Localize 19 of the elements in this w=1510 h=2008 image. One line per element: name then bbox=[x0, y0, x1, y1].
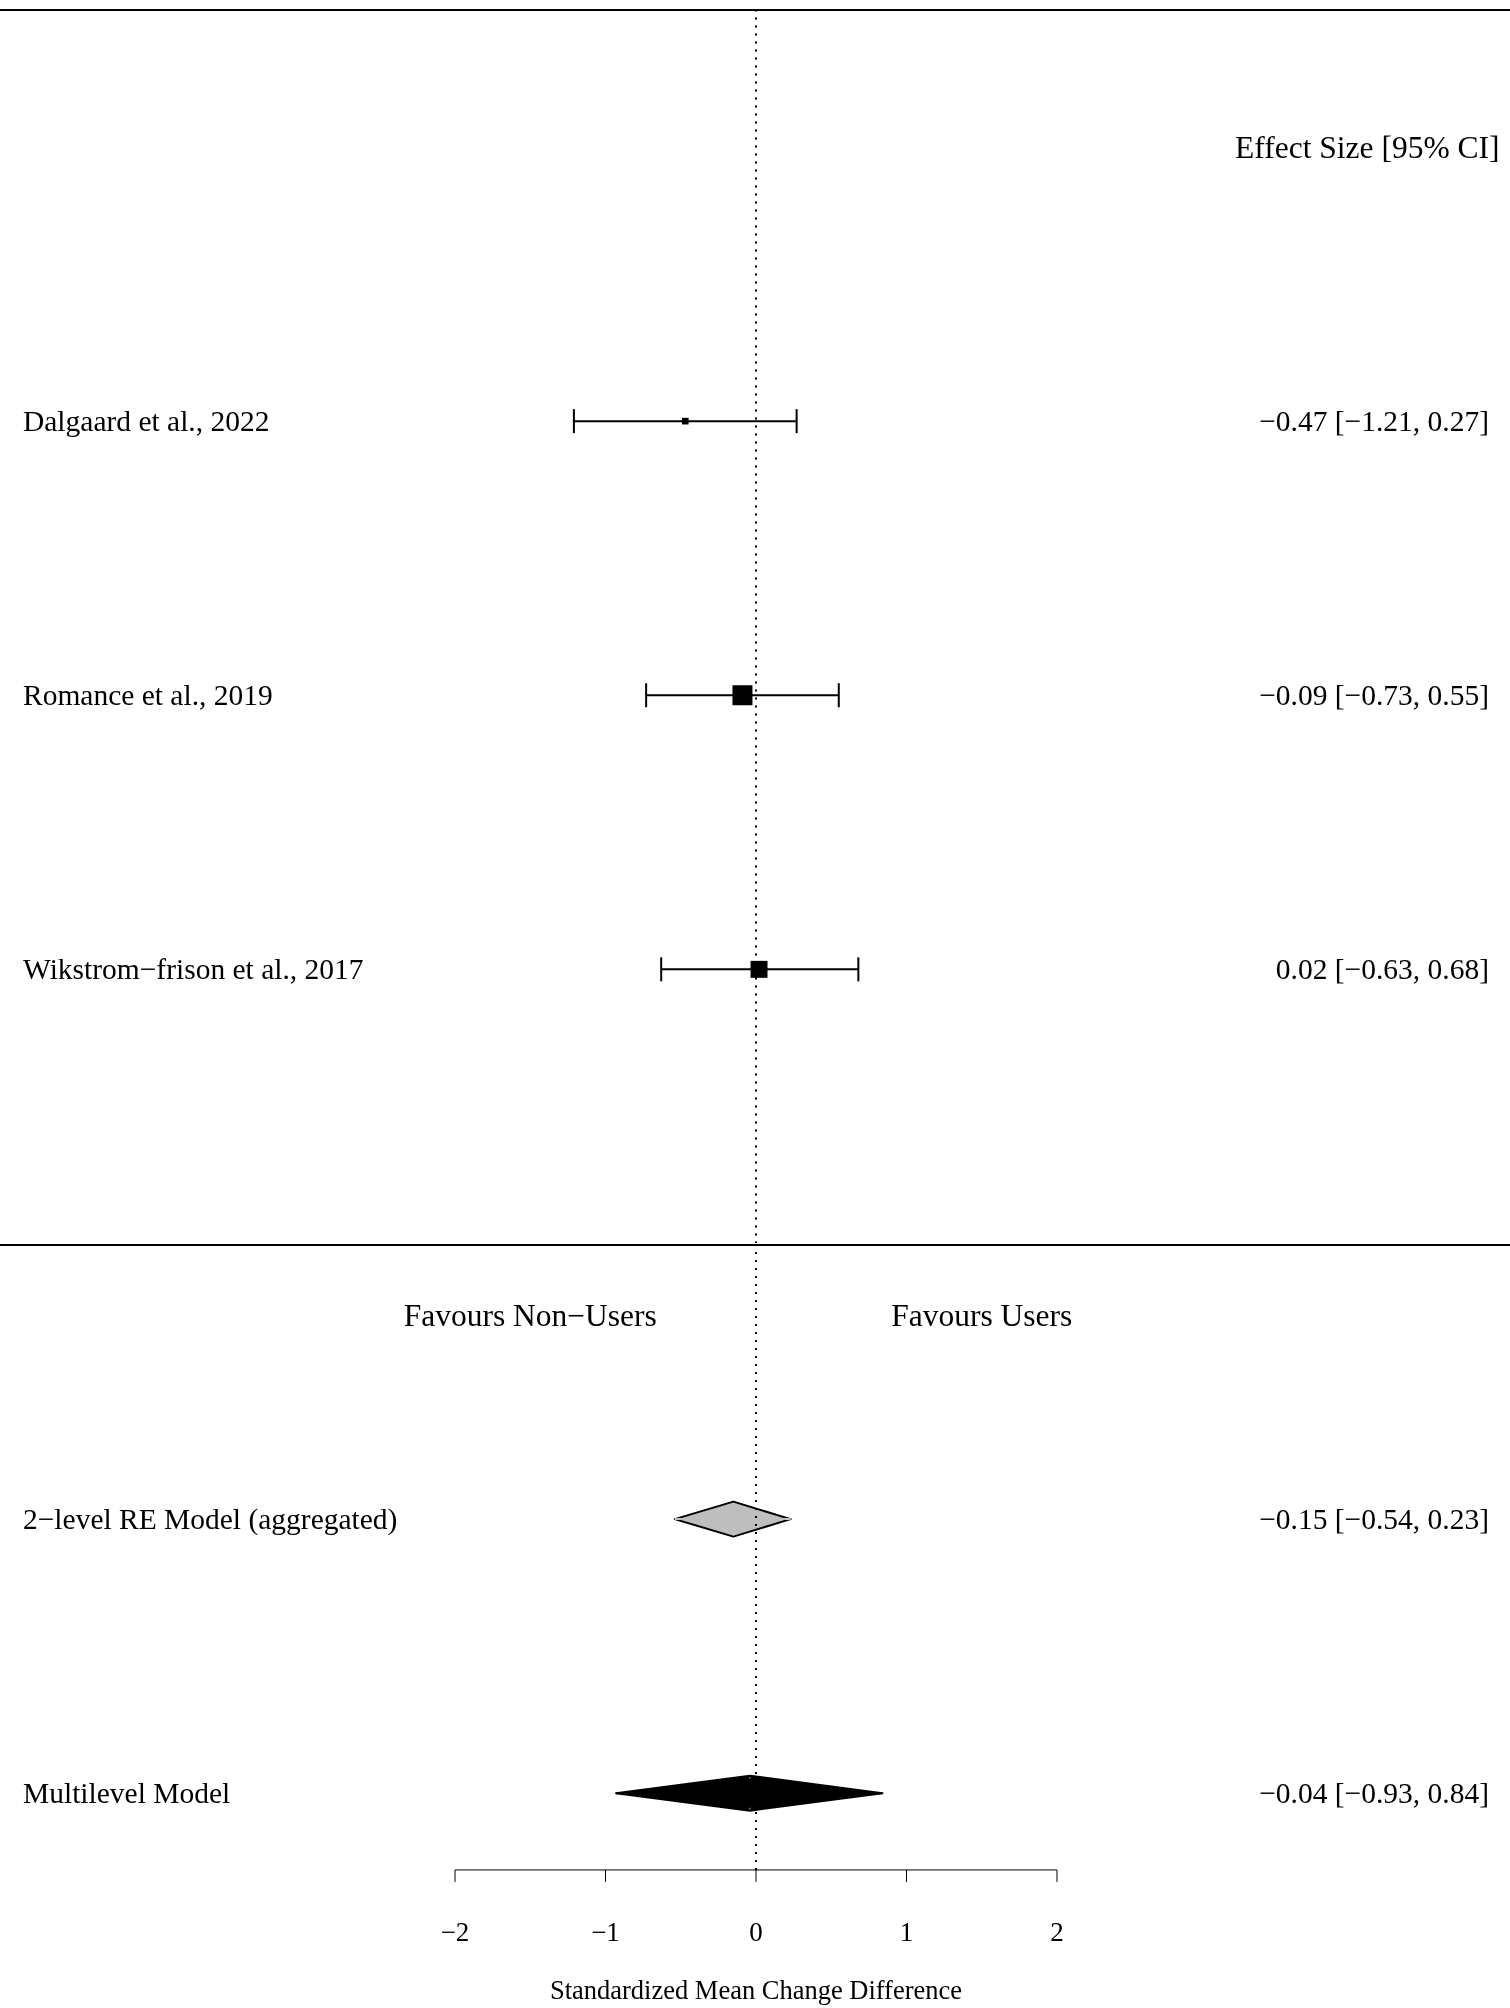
annotation: Favours Non−Users bbox=[403, 1298, 657, 1334]
y-tick-label: 2−level RE Model (aggregated) bbox=[23, 1503, 398, 1537]
x-tick-label: −1 bbox=[591, 1917, 620, 1948]
y-tick-label: Multilevel Model bbox=[23, 1777, 231, 1810]
data-label: −0.04 [−0.93, 0.84] bbox=[1259, 1777, 1489, 1810]
data-label: −0.09 [−0.73, 0.55] bbox=[1259, 679, 1489, 712]
x-tick-label: 0 bbox=[749, 1917, 763, 1948]
y-tick-label: Romance et al., 2019 bbox=[23, 679, 273, 712]
data-label: −0.47 [−1.21, 0.27] bbox=[1259, 405, 1489, 438]
annotation: Favours Users bbox=[891, 1298, 1073, 1334]
data-label: 0.02 [−0.63, 0.68] bbox=[1275, 953, 1489, 986]
y-tick-label: Dalgaard et al., 2022 bbox=[23, 405, 270, 438]
data-label: −0.15 [−0.54, 0.23] bbox=[1259, 1503, 1489, 1536]
x-axis-title: Standardized Mean Change Difference bbox=[549, 1975, 963, 2006]
x-tick-label: −2 bbox=[440, 1917, 470, 1948]
y-tick-label: Wikstrom−frison et al., 2017 bbox=[23, 953, 364, 986]
text: Effect Size [95% CI] bbox=[1235, 129, 1500, 165]
x-tick-label: 2 bbox=[1050, 1917, 1064, 1948]
x-tick-label: 1 bbox=[899, 1917, 914, 1948]
